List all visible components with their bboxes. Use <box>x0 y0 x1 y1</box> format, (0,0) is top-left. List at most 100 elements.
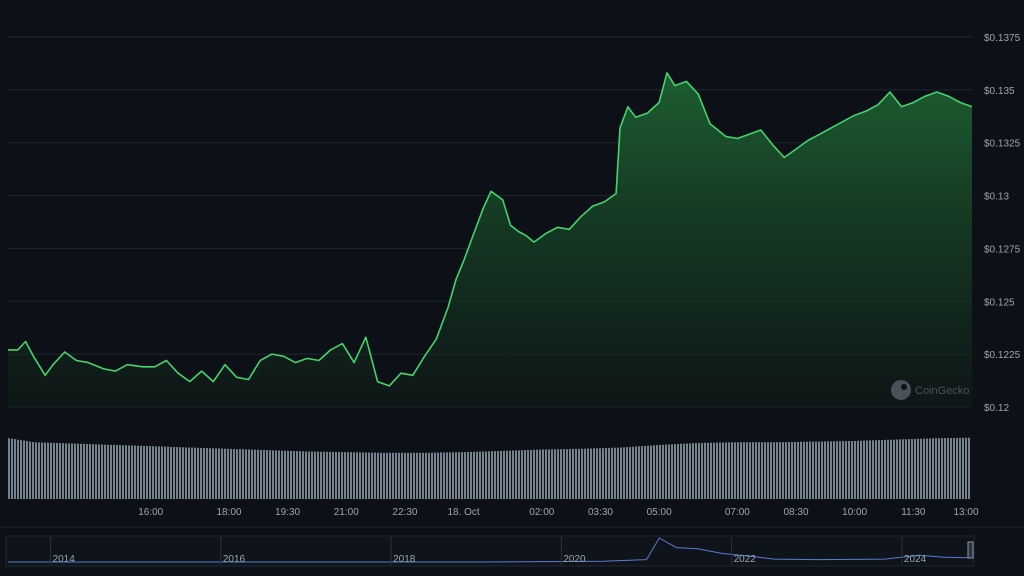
volume-bar <box>434 452 436 499</box>
volume-bar <box>443 452 445 499</box>
x-tick-label: 03:30 <box>588 507 613 518</box>
volume-bar <box>362 452 364 499</box>
volume-bar <box>755 442 757 499</box>
volume-bar <box>455 452 457 499</box>
volume-bar <box>413 452 415 499</box>
volume-bar <box>698 442 700 499</box>
x-tick-label: 18:00 <box>216 507 241 518</box>
volume-bar <box>236 449 238 499</box>
navigator-year-label: 2024 <box>904 554 927 565</box>
volume-bar <box>764 442 766 499</box>
volume-bar <box>440 452 442 499</box>
volume-bar <box>647 445 649 499</box>
volume-bar <box>53 442 55 499</box>
volume-bar <box>260 449 262 499</box>
y-tick-label: $0.1225 <box>984 350 1021 361</box>
volume-bar <box>104 444 106 499</box>
volume-bar <box>476 451 478 499</box>
volume-bar <box>176 447 178 499</box>
volume-bar <box>620 447 622 499</box>
volume-bar <box>320 451 322 499</box>
volume-bar <box>317 451 319 499</box>
volume-bar <box>314 451 316 499</box>
volume-bar <box>932 438 934 499</box>
volume-bar <box>830 441 832 499</box>
price-area-fill <box>8 72 972 408</box>
volume-bar <box>122 445 124 499</box>
volume-bar <box>302 451 304 499</box>
volume-bar <box>365 452 367 499</box>
volume-bar <box>506 450 508 499</box>
volume-bar <box>203 448 205 499</box>
volume-bar <box>137 445 139 499</box>
price-line <box>8 72 973 387</box>
volume-bar <box>230 448 232 499</box>
volume-bar <box>791 442 793 499</box>
volume-bar <box>95 444 97 499</box>
volume-bar <box>812 441 814 499</box>
volume-bar <box>227 448 229 499</box>
coingecko-logo-icon <box>891 380 911 400</box>
y-tick-label: $0.1275 <box>984 244 1021 255</box>
volume-bar <box>866 440 868 499</box>
volume-bar <box>350 452 352 499</box>
volume-bar <box>608 447 610 499</box>
volume-bar <box>953 437 955 499</box>
volume-bar <box>65 443 67 499</box>
volume-bar <box>50 442 52 499</box>
navigator-year-label: 2014 <box>53 554 76 565</box>
price-area <box>8 72 973 408</box>
navigator-panel[interactable]: 2014 2016 2018 2020 2022 2024 <box>0 526 1024 567</box>
volume-bar <box>770 442 772 499</box>
volume-bar <box>815 441 817 499</box>
volume-bar <box>92 444 94 499</box>
volume-bar <box>113 444 115 499</box>
volume-bar <box>152 446 154 499</box>
volume-bar <box>743 442 745 499</box>
x-tick-label: 07:00 <box>725 507 750 518</box>
volume-bar <box>179 447 181 499</box>
volume-bar <box>683 443 685 499</box>
volume-bar <box>164 446 166 499</box>
volume-bar <box>827 441 829 499</box>
volume-bar <box>560 449 562 499</box>
volume-bar <box>875 440 877 499</box>
navigator-range-handle[interactable] <box>967 541 974 559</box>
volume-bar <box>155 446 157 499</box>
volume-bar <box>77 443 79 499</box>
volume-bar <box>491 451 493 499</box>
volume-bar <box>68 443 70 499</box>
volume-bar <box>281 450 283 499</box>
volume-bar <box>20 440 22 499</box>
volume-bar <box>701 442 703 499</box>
volume-bar <box>35 442 37 499</box>
volume-bar <box>860 440 862 499</box>
volume-bar <box>263 450 265 499</box>
volume-bar <box>305 451 307 499</box>
volume-bar <box>674 444 676 499</box>
volume-bar <box>233 449 235 499</box>
volume-bar <box>659 444 661 499</box>
x-tick-label: 08:30 <box>784 507 809 518</box>
volume-bar <box>86 444 88 499</box>
volume-bar <box>218 448 220 499</box>
volume-bar <box>185 447 187 499</box>
volume-bar <box>83 443 85 499</box>
volume-bar <box>947 438 949 499</box>
x-tick-label: 22:30 <box>392 507 417 518</box>
volume-bar <box>407 452 409 499</box>
x-tick-label: 18. Oct <box>447 507 479 518</box>
volume-bar <box>530 449 532 499</box>
y-tick-label: $0.1375 <box>984 33 1021 44</box>
volume-bar <box>536 449 538 499</box>
volume-bar <box>368 452 370 499</box>
volume-bar <box>944 438 946 499</box>
volume-bar <box>500 450 502 499</box>
volume-bar <box>617 447 619 499</box>
volume-bar <box>641 446 643 499</box>
volume-bar <box>56 443 58 499</box>
volume-bar <box>287 450 289 499</box>
volume-bar <box>803 441 805 499</box>
volume-bar <box>188 447 190 499</box>
volume-bar <box>713 442 715 499</box>
